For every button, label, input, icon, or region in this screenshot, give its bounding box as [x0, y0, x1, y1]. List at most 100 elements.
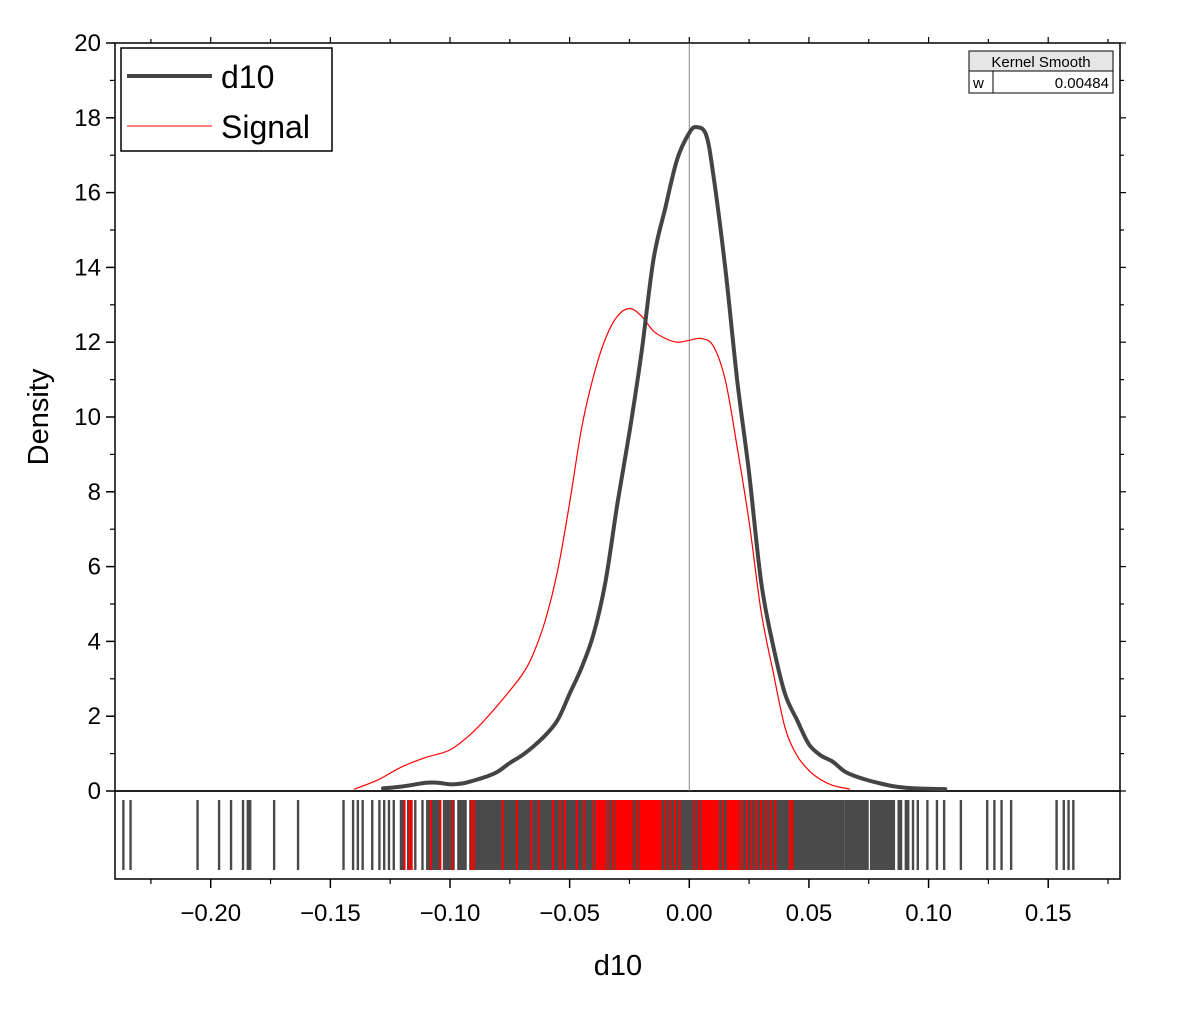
y-tick-label: 2: [88, 703, 101, 730]
rug-mark-d10: [959, 800, 963, 870]
rug-mark-signal: [408, 800, 411, 870]
rug-mark-signal: [559, 800, 562, 870]
rug-mark-d10: [249, 800, 252, 870]
main-plot-frame: [114, 42, 1121, 792]
rug-mark-signal: [750, 800, 753, 870]
rug-mark-d10: [387, 800, 391, 870]
rug-mark-signal: [717, 800, 719, 870]
rug-mark-signal: [472, 800, 475, 870]
x-tick-label: 0.10: [905, 900, 952, 927]
rug-mark-d10: [246, 800, 249, 870]
rug-mark-signal: [530, 800, 533, 870]
rug-mark-signal: [791, 800, 794, 870]
rug-mark-d10: [361, 800, 364, 870]
rug-mark-d10: [241, 800, 245, 870]
kernel-smooth-box: Kernel Smooth w 0.00484: [968, 50, 1114, 94]
rug-mark-d10: [904, 800, 910, 870]
rug-mark-d10: [911, 800, 915, 870]
rug-mark-d10: [383, 800, 386, 870]
y-tick-label: 12: [74, 329, 101, 356]
rug-mark-signal: [551, 800, 554, 870]
rug-mark-d10: [897, 800, 903, 870]
rug-mark-signal: [740, 800, 743, 870]
rug-mark-d10: [993, 800, 996, 870]
rug-mark-signal: [721, 800, 724, 870]
rug-mark-signal: [583, 800, 585, 870]
rug-mark-d10: [442, 800, 455, 870]
y-tick-label: 10: [74, 404, 101, 431]
rug-mark-d10: [1009, 800, 1013, 870]
legend-box: [120, 47, 333, 152]
rug-mark-signal: [429, 800, 432, 870]
series-line-signal: [353, 307, 851, 790]
rug-mark-signal: [616, 800, 619, 870]
rug-mark-signal: [537, 800, 540, 870]
rug-mark-signal: [516, 800, 518, 870]
rug-mark-signal: [451, 800, 454, 870]
rug-mark-signal: [659, 800, 662, 870]
x-axis: −0.20 −0.15 −0.10 −0.05 0.00 0.05 0.10 0.15: [150, 37, 1109, 927]
rug-mark-signal: [755, 800, 758, 870]
rug-mark-signal: [439, 800, 442, 870]
rug-mark-signal: [606, 800, 609, 870]
rug-mark-signal: [726, 800, 729, 870]
x-tick-label: −0.20: [180, 900, 241, 927]
y-axis: 0 2 4 6 8 10 12 14 16 18 20: [74, 30, 1126, 805]
rug-mark-signal: [403, 800, 406, 870]
rug-mark-signal: [640, 800, 643, 870]
rug-mark-signal: [563, 800, 566, 870]
rug-mark-signal: [736, 800, 739, 870]
y-axis-title: Density: [23, 368, 55, 465]
rug-mark-signal: [707, 800, 710, 870]
rug-mark-signal: [769, 800, 772, 870]
legend-label-d10: d10: [221, 59, 274, 95]
rug-mark-d10: [935, 800, 939, 870]
rug-mark-signal: [697, 800, 700, 870]
rug-mark-signal: [678, 800, 681, 870]
rug-mark-d10: [392, 800, 395, 870]
rug-mark-d10: [1072, 800, 1075, 870]
rug-mark-signal: [774, 800, 777, 870]
rug-mark-d10: [129, 800, 132, 870]
rug-mark-d10: [1067, 800, 1070, 870]
rug-mark-d10: [296, 800, 300, 870]
rug-mark-d10: [844, 800, 869, 870]
rug-mark-d10: [371, 800, 374, 870]
rug-mark-signal: [760, 800, 763, 870]
rug-mark-d10: [1062, 800, 1065, 870]
rug-mark-d10: [869, 800, 896, 870]
rug-mark-signal: [764, 800, 767, 870]
rug-mark-d10: [351, 800, 355, 870]
x-tick-label: 0.00: [666, 900, 713, 927]
rug-mark-signal: [693, 800, 696, 870]
kernel-box-body: [968, 70, 1114, 94]
rug-mark-signal: [788, 800, 791, 870]
y-tick-label: 16: [74, 180, 101, 207]
rug-mark-d10: [986, 800, 989, 870]
rug-mark-d10: [272, 800, 276, 870]
rug-mark-signal: [673, 800, 676, 870]
plot-border: [114, 42, 1121, 792]
kernel-param-label: w: [972, 75, 984, 92]
rug-mark-signal-dense: [595, 800, 606, 870]
rug-mark-signal: [575, 800, 578, 870]
rug-mark-d10: [426, 800, 441, 870]
legend: d10 Signal: [120, 47, 333, 152]
rug-mark-signal-dense: [727, 800, 740, 870]
rug-mark-signal: [501, 800, 504, 870]
y-tick-label: 4: [88, 628, 101, 655]
rug-mark-d10: [942, 800, 946, 870]
x-tick-label: −0.05: [539, 900, 600, 927]
rug-mark-signal: [611, 800, 614, 870]
rug-mark-signal: [592, 800, 595, 870]
rug-mark-signal: [745, 800, 748, 870]
rug-mark-d10: [1055, 800, 1058, 870]
rug-mark-signal: [626, 800, 629, 870]
x-axis-title: d10: [594, 950, 642, 982]
rug-mark-d10: [414, 800, 417, 870]
rug-mark-d10: [421, 800, 424, 870]
rug-mark-signal: [645, 800, 648, 870]
x-tick-label: −0.10: [420, 900, 481, 927]
x-tick-label: 0.05: [786, 900, 833, 927]
